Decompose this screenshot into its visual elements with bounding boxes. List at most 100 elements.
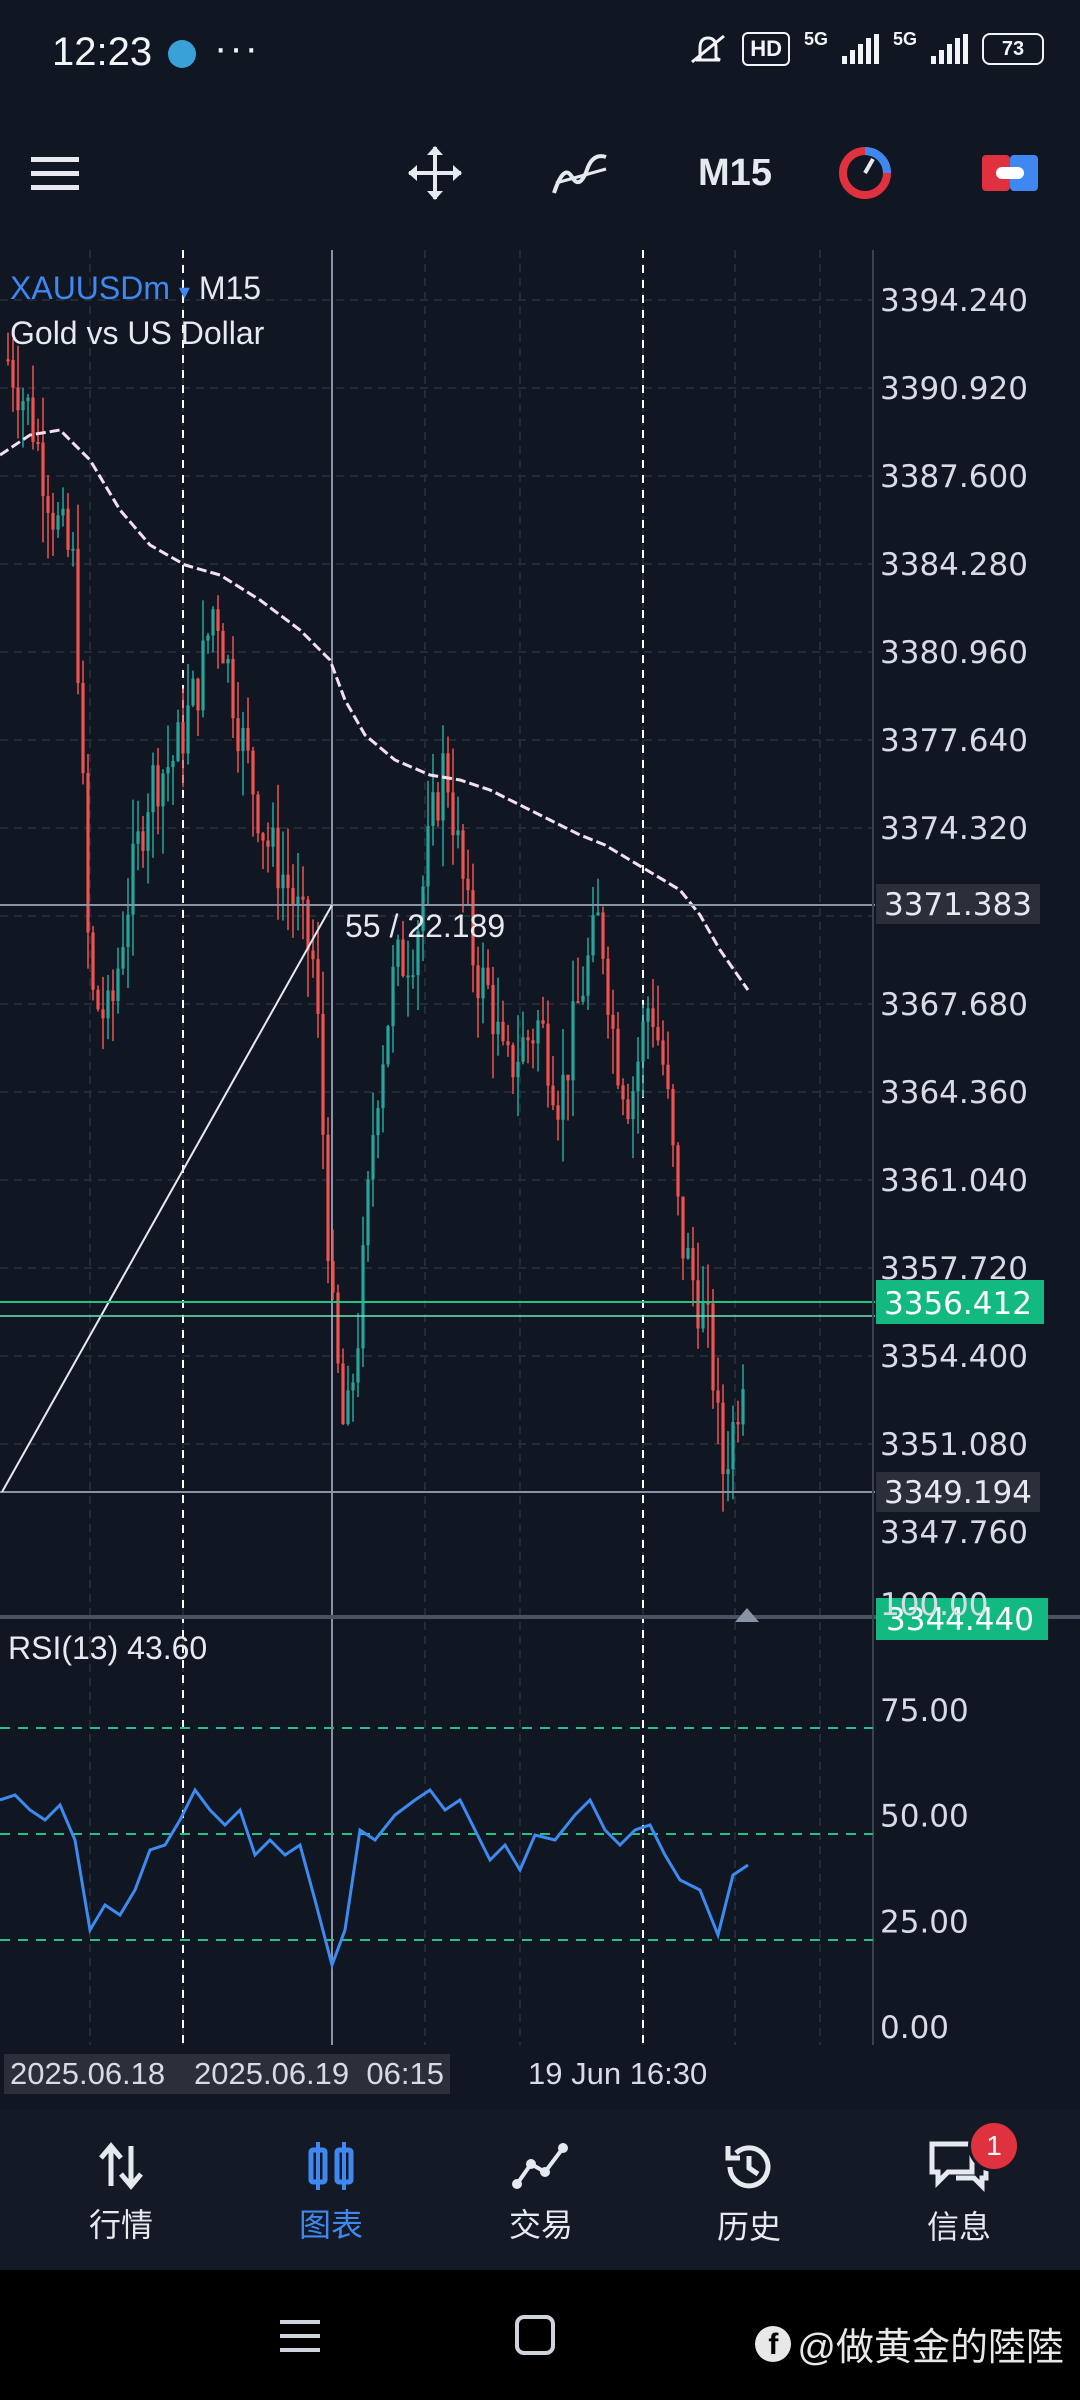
crosshair-move-icon — [408, 146, 462, 200]
price-chart[interactable]: 3394.240 3390.920 3387.600 3384.280 3380.960… — [0, 245, 1080, 2055]
candle — [511, 1042, 515, 1094]
candle — [196, 677, 200, 737]
candle — [136, 800, 140, 871]
candle — [661, 1020, 665, 1076]
nav-chart[interactable]: 图表 — [256, 2110, 406, 2270]
candle — [166, 725, 170, 802]
nav-trade[interactable]: 交易 — [466, 2110, 616, 2270]
candle — [26, 393, 30, 425]
candle — [641, 1004, 645, 1097]
candle — [546, 1000, 550, 1108]
candle — [251, 746, 255, 837]
candle — [691, 1226, 695, 1307]
candle — [381, 1045, 385, 1133]
nav-quotes[interactable]: 行情 — [46, 2110, 196, 2270]
candle — [366, 1170, 370, 1262]
candle — [741, 1364, 745, 1436]
candle — [331, 1229, 335, 1300]
trade-toggle-button[interactable] — [975, 138, 1045, 208]
crosshair-price-tag-top: 3371.383 — [876, 884, 1040, 924]
candle — [601, 906, 605, 975]
candle — [161, 769, 165, 854]
rsi-axis-label: 0.00 — [880, 2010, 949, 2046]
time-axis-right: 19 Jun 16:30 — [528, 2056, 708, 2091]
timeframe-label: M15 — [698, 151, 772, 194]
nav-chart-label: 图表 — [298, 2207, 363, 2243]
nav-quotes-label: 行情 — [88, 2207, 153, 2243]
scroll-marker-icon[interactable] — [735, 1608, 759, 1622]
candle — [201, 600, 205, 718]
history-icon — [725, 2145, 771, 2189]
candle — [351, 1373, 355, 1422]
candlesticks — [6, 332, 745, 1512]
ruler-line — [1, 904, 333, 1493]
candle — [386, 1024, 390, 1068]
candle — [356, 1312, 360, 1398]
candle — [466, 849, 470, 907]
chart-toolbar: M15 — [0, 118, 1080, 228]
bid-price: 3356.412 — [884, 1286, 1032, 1322]
candle — [701, 1266, 705, 1333]
candle — [426, 780, 430, 905]
candle — [411, 949, 415, 989]
candle — [281, 831, 285, 921]
moving-average-line — [0, 428, 750, 991]
low-price-tag: 3344.440 — [876, 1598, 1048, 1640]
candle — [371, 1092, 375, 1207]
ruler-measure-label: 55 / 22.189 — [345, 908, 506, 944]
candle — [106, 974, 110, 1040]
candle — [586, 937, 590, 1010]
recent-apps-icon[interactable] — [278, 2316, 322, 2356]
nav-history[interactable]: 历史 — [674, 2110, 824, 2270]
candle — [206, 632, 210, 654]
candle — [576, 957, 580, 1004]
timeframe-button[interactable]: M15 — [680, 138, 790, 208]
candle — [16, 345, 20, 439]
candle — [611, 989, 615, 1074]
candle — [666, 1031, 670, 1099]
indicators-button[interactable] — [545, 138, 615, 208]
price-axis-label: 3394.240 — [880, 283, 1028, 319]
candle — [296, 853, 300, 931]
candle — [126, 878, 130, 988]
nav-messages[interactable]: 信息 1 — [884, 2110, 1034, 2270]
candle — [226, 654, 230, 683]
candle — [716, 1357, 720, 1445]
home-icon[interactable] — [514, 2314, 556, 2356]
candle — [51, 492, 55, 556]
candle — [461, 824, 465, 913]
candle — [111, 969, 115, 1042]
symbol-label[interactable]: XAUUSDm ▾ M15 — [10, 270, 261, 307]
candle — [476, 946, 480, 1038]
candle — [221, 623, 225, 664]
symbol-dropdown-icon: ▾ — [178, 279, 190, 304]
candle — [151, 752, 155, 858]
price-axis-label: 3390.920 — [880, 371, 1028, 407]
candle — [346, 1365, 350, 1426]
candle — [131, 799, 135, 956]
candle — [706, 1264, 710, 1348]
candle — [21, 387, 25, 448]
candle — [526, 1029, 530, 1064]
crosshair-button[interactable] — [400, 138, 470, 208]
app-notification-icon — [168, 40, 196, 68]
candle — [186, 663, 190, 765]
bid-price-tag: 3356.412 — [876, 1280, 1044, 1324]
price-axis-label: 3354.400 — [880, 1339, 1028, 1375]
chart-icon — [308, 2142, 354, 2190]
candle — [496, 977, 500, 1056]
one-click-trading-button[interactable] — [830, 138, 900, 208]
candle — [81, 660, 85, 785]
menu-icon — [31, 157, 79, 190]
symbol-description: Gold vs US Dollar — [10, 315, 265, 351]
quotes-icon — [99, 2142, 143, 2190]
menu-button[interactable] — [20, 138, 90, 208]
price-axis-label: 3361.040 — [880, 1163, 1028, 1199]
rsi-axis-label: 100.00 — [880, 1587, 988, 1623]
candle — [596, 878, 600, 916]
candle — [571, 960, 575, 1117]
candle — [726, 1431, 730, 1502]
candle — [71, 531, 75, 567]
candle — [671, 1084, 675, 1167]
candle — [531, 1028, 535, 1069]
